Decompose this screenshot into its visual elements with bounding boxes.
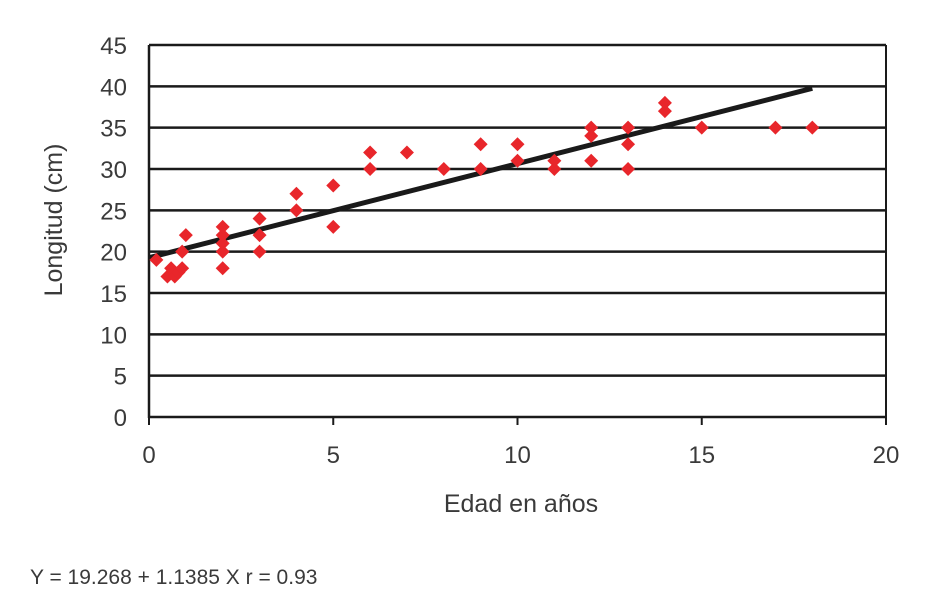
x-tick-label: 15: [688, 442, 715, 469]
x-tick-label: 5: [327, 442, 340, 469]
data-point: [289, 203, 304, 218]
data-point: [178, 228, 193, 243]
data-point: [621, 162, 636, 176]
y-tick-label: 0: [114, 405, 127, 432]
regression-equation: Y = 19.268 + 1.1385 X r = 0.93: [30, 566, 318, 589]
x-axis-label: Edad en años: [444, 490, 598, 518]
data-point: [473, 162, 488, 176]
data-point: [289, 186, 304, 201]
y-tick-label: 45: [100, 33, 127, 60]
y-tick-label: 15: [100, 281, 127, 308]
data-point: [473, 137, 488, 152]
data-point: [149, 252, 164, 267]
data-point: [584, 120, 599, 135]
data-point: [436, 162, 451, 176]
data-point: [215, 236, 230, 251]
data-point: [768, 120, 783, 135]
data-point: [252, 228, 267, 243]
data-point: [657, 104, 672, 119]
y-tick-label: 30: [100, 157, 127, 184]
data-point: [510, 153, 525, 168]
data-points: [149, 95, 820, 284]
data-point: [326, 219, 341, 234]
y-tick-label: 5: [114, 364, 127, 391]
x-tick-label: 20: [873, 442, 900, 469]
y-tick-labels: 0 5 10 15 20 25 30 35 40 45: [100, 33, 127, 432]
data-point: [510, 137, 525, 152]
data-point: [215, 261, 230, 276]
data-point: [621, 137, 636, 152]
data-point: [215, 228, 230, 243]
data-point: [215, 244, 230, 259]
y-tick-label: 35: [100, 116, 127, 143]
data-point: [363, 162, 378, 176]
data-point: [252, 244, 267, 259]
x-tick-label: 0: [142, 442, 155, 469]
y-axis-label: Longitud (cm): [40, 144, 68, 297]
y-tick-label: 10: [100, 322, 127, 349]
data-point: [694, 120, 709, 135]
data-point: [175, 261, 190, 276]
data-point: [621, 120, 636, 135]
data-point: [363, 145, 378, 160]
x-tick-labels: 0 5 10 15 20: [142, 442, 899, 469]
data-point: [547, 153, 562, 168]
x-tick-label: 10: [504, 442, 531, 469]
data-point: [805, 120, 820, 135]
data-point: [584, 153, 599, 168]
data-point: [215, 219, 230, 234]
data-point: [547, 162, 562, 176]
y-tick-label: 25: [100, 198, 127, 225]
data-point: [175, 244, 190, 259]
data-point: [326, 178, 341, 193]
gridlines: [149, 43, 886, 377]
data-point: [252, 211, 267, 226]
data-point: [657, 95, 672, 110]
y-tick-label: 40: [100, 74, 127, 101]
data-point: [399, 145, 414, 160]
axes: [147, 45, 887, 425]
data-point: [584, 128, 599, 143]
y-tick-label: 20: [100, 240, 127, 267]
